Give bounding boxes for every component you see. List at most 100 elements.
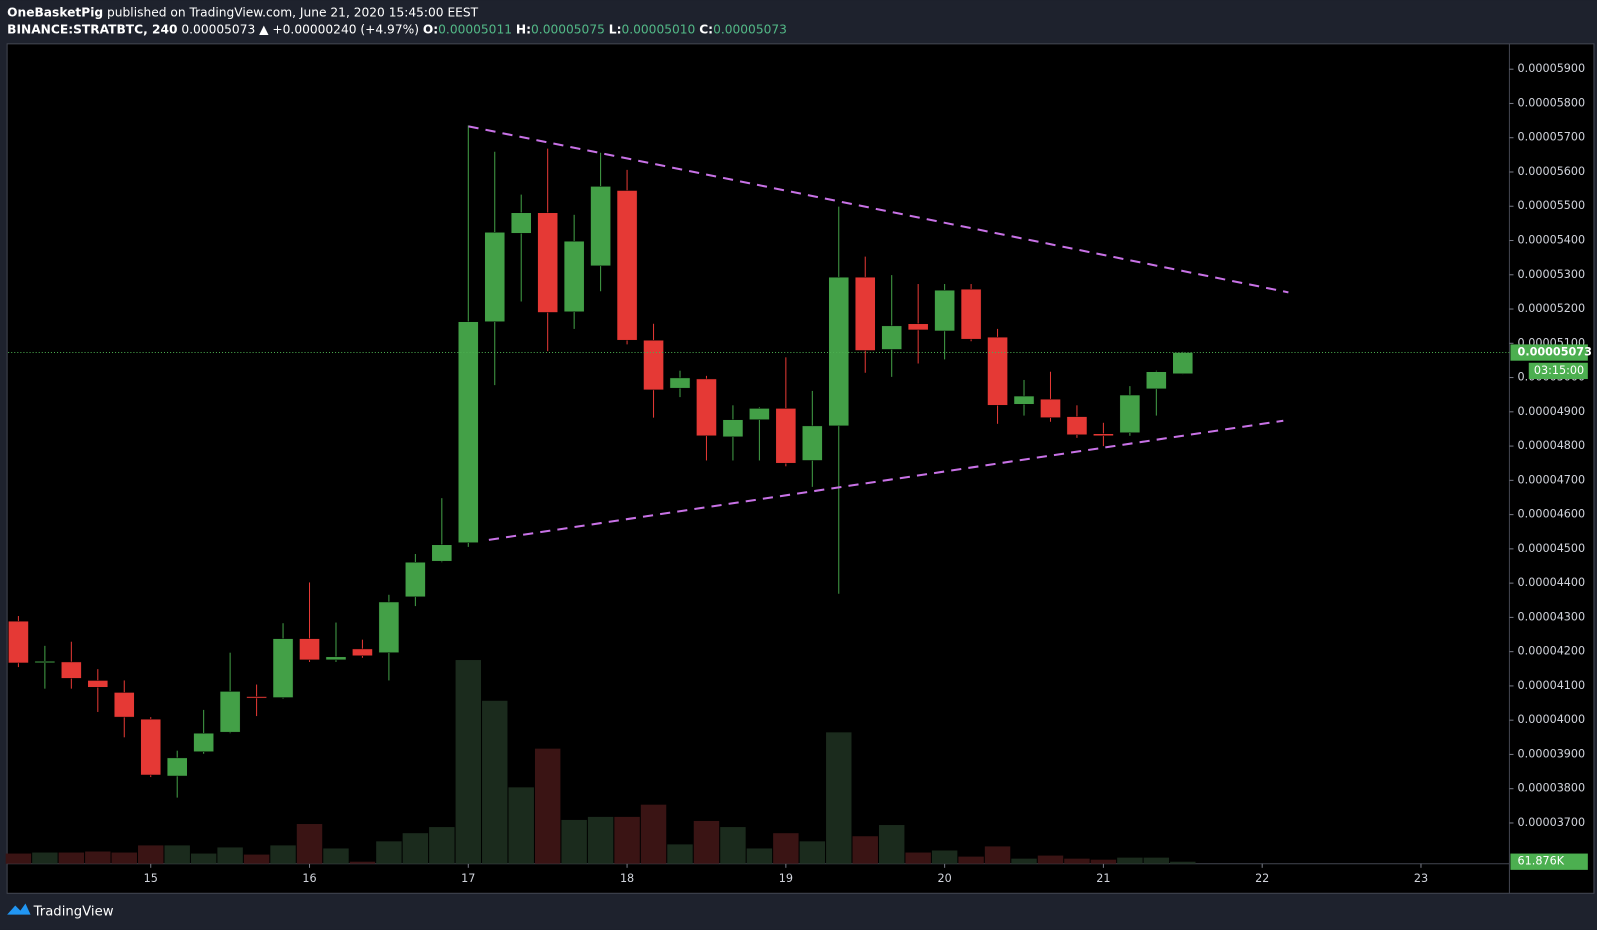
volume-bar [270,845,296,864]
volume-bar [852,836,878,864]
footer-brand: TradingView [33,905,114,920]
volume-bar [376,841,402,864]
plot: 0.00003700 0.00003800 0.00003900 0.00004000… [5,62,1592,885]
change: ▲ +0.00000240 (+4.97%) [259,22,419,36]
candle-body [1066,416,1088,436]
candle-body [299,638,320,661]
candle-body [1172,352,1194,375]
candle-body [537,212,558,313]
volume-bar [746,848,773,864]
candle-body [1093,433,1114,437]
chart-background [6,43,1595,894]
y-tick-label: 0.00004300 [1518,610,1586,623]
y-tick-label: 0.00005600 [1518,165,1586,178]
candle-body [696,378,717,437]
volume-bar [508,787,534,864]
volume-bar [5,853,32,864]
upper-trend-line [468,125,1289,294]
volume-bar [1090,859,1117,864]
volume-bar [1037,855,1064,864]
publish-line: OneBasketPig published on TradingView.co… [7,5,479,19]
volume-bar [455,660,482,864]
x-tick-label: 22 [1255,872,1269,885]
volume-bar [190,853,217,864]
volume-tag [1510,853,1588,870]
volume-bar [402,833,429,864]
y-tick-label: 0.00005400 [1518,234,1586,247]
volume-bar [984,846,1011,864]
ohlc-label: L: [609,22,622,36]
last-price-tag [1510,344,1588,361]
published: published on TradingView.com, June 21, 2… [107,5,479,19]
ohlc-value: 0.00005011 [438,22,512,36]
y-tick-label: 0.00004100 [1518,679,1586,692]
candle-body [563,240,585,313]
candle-body [960,288,982,340]
y-tick-label: 0.00005800 [1518,96,1586,109]
candle-body [934,289,955,332]
volume-bar [773,833,799,864]
volume-bar [614,816,640,864]
volume-bar [720,827,746,864]
y-tick-label: 0.00003900 [1518,747,1586,760]
candle-body [722,419,744,438]
ohlc-value: 0.00005010 [621,22,695,36]
candle-body [854,276,876,351]
y-tick-label: 0.00005300 [1518,268,1586,281]
volume-bar [693,820,720,864]
x-tick-label: 16 [302,872,316,885]
volume-bar [32,852,58,864]
candle-body [193,732,214,752]
volume-bar [482,700,508,864]
candle-body [219,691,241,733]
y-tick-label: 0.00004900 [1518,405,1586,418]
candle-body [1013,395,1035,405]
candle-body [405,561,426,598]
y-tick-label: 0.00004800 [1518,439,1586,452]
volume-bar [1011,858,1037,864]
footer-logo [7,903,31,915]
candle-body [749,408,770,420]
ohlc-label: O: [423,22,438,36]
volume-bar [587,816,614,864]
symbol: BINANCE:STRATBTC, 240 [7,22,177,36]
volume-bar [1117,857,1143,864]
y-tick-label: 0.00004000 [1518,713,1586,726]
y-tick-label: 0.00003800 [1518,782,1586,795]
y-tick-label: 0.00005200 [1518,302,1586,315]
candle-body [775,408,797,464]
x-tick-label: 23 [1414,872,1428,885]
candle-body [325,656,347,661]
last-price-label: 0.00005073 [1518,346,1592,359]
volume-bar [1143,857,1170,864]
volume-bar [111,852,137,864]
x-tick-label: 21 [1096,872,1110,885]
candle-body [802,425,823,461]
ohlc-value: 0.00005075 [531,22,605,36]
volume-bar [958,856,984,864]
candle-body [246,696,267,699]
candle-body [987,336,1008,406]
volume-bar [826,732,852,864]
logo-icon [7,903,31,915]
volume-bar [799,841,826,864]
volume-bar [85,851,111,864]
candle-body [616,190,638,341]
author: OneBasketPig [7,5,103,19]
volume-tag-label: 61.876K [1518,855,1565,868]
y-tick-label: 0.00005900 [1518,62,1586,75]
ohlc-value: 0.00005073 [713,22,787,36]
candle-body [643,339,664,391]
x-tick-label: 18 [620,872,634,885]
y-tick-label: 0.00004400 [1518,576,1586,589]
candle-body [484,232,506,322]
candle-body [590,186,611,267]
candle-body [881,325,903,350]
y-tick-label: 0.00003700 [1518,816,1586,829]
candle-body [166,757,188,777]
volume-bar [1064,858,1090,864]
candle-body [87,680,109,688]
volume-bar [931,850,958,864]
